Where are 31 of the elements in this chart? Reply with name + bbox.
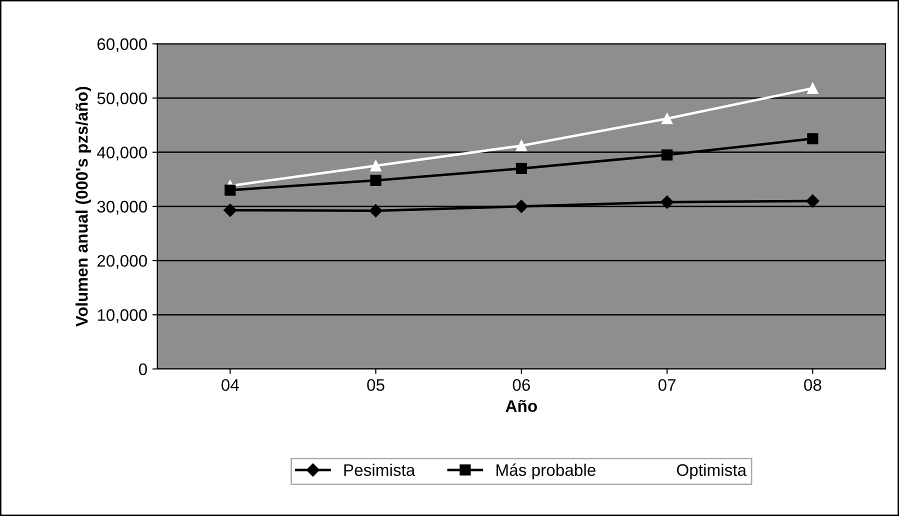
y-tick-label: 40,000 — [97, 146, 147, 160]
x-tick-label: 06 — [512, 379, 530, 391]
y-tick-label: 10,000 — [98, 309, 147, 323]
y-tick-label: 0 — [138, 363, 147, 376]
y-tick-label: 20,000 — [97, 254, 147, 269]
point — [807, 82, 818, 94]
point — [369, 204, 382, 218]
x-tick-label: 07 — [658, 379, 676, 391]
y-tick-label: 30,000 — [97, 200, 147, 215]
point — [514, 200, 528, 213]
y-tick-label: 60,000 — [97, 38, 147, 52]
point — [224, 204, 237, 217]
x-tick-label: 08 — [804, 379, 822, 391]
y-tick-label: 50,000 — [97, 92, 147, 106]
legend-label: Más probable — [496, 464, 596, 480]
point — [516, 140, 527, 152]
x-axis-title: Año — [506, 400, 537, 412]
text: Optimista — [676, 464, 747, 480]
point — [807, 133, 818, 144]
legend-label: Pesimista — [344, 464, 416, 476]
point — [806, 194, 820, 208]
point — [660, 195, 674, 209]
point — [224, 184, 236, 196]
point — [370, 174, 382, 186]
point — [662, 149, 673, 160]
point — [516, 162, 527, 174]
x-tick-label: 05 — [367, 379, 384, 391]
x-tick-label: 04 — [222, 379, 239, 391]
point — [662, 113, 673, 124]
y-axis-title: Volumen anual (000's pzs/año) — [76, 86, 92, 327]
point — [370, 160, 382, 172]
